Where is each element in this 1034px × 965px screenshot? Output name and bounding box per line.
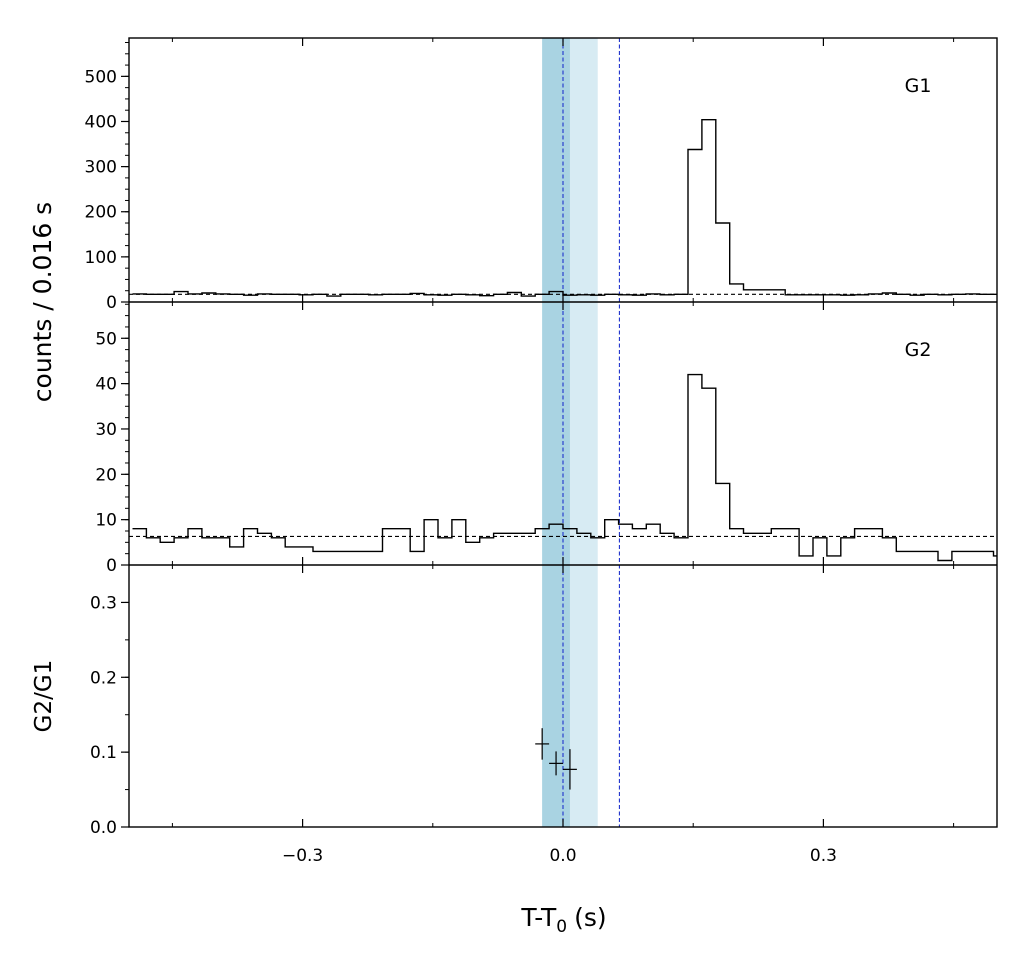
g1-label: G1 <box>905 75 932 97</box>
x-axis-title-main: T-T <box>520 903 557 932</box>
ratio-y-tick-label: 0.2 <box>90 668 117 688</box>
g2-y-tick-label: 20 <box>95 465 117 485</box>
x-axis-title: T-T0 (s) <box>520 903 606 937</box>
g1-y-tick-label: 500 <box>85 67 117 87</box>
highlight-regions <box>542 38 598 827</box>
g2-y-tick-label: 10 <box>95 511 117 531</box>
ratio-axis-label: G2/G1 <box>31 660 57 733</box>
x-tick-label: 0.3 <box>810 846 837 866</box>
ratio-point-0 <box>535 728 550 760</box>
g1-y-axis: 0 100 200 300 400 500 <box>85 42 129 313</box>
ratio-y-tick-label: 0.1 <box>90 743 117 763</box>
g1-y-tick-label: 300 <box>85 158 117 178</box>
x-axis-title-unit: (s) <box>574 903 607 932</box>
ratio-y-tick-label: 0.0 <box>90 818 117 838</box>
ratio-points <box>535 728 577 790</box>
x-tick-label: 0.0 <box>549 846 576 866</box>
g2-y-tick-label: 50 <box>95 329 117 349</box>
x-tick-label: −0.3 <box>282 846 323 866</box>
g1-histogram <box>132 119 997 297</box>
g2-label: G2 <box>905 339 932 361</box>
g1-y-tick-label: 200 <box>85 203 117 223</box>
g1-y-tick-label: 400 <box>85 112 117 132</box>
ratio-y-tick-label: 0.3 <box>90 593 117 613</box>
panel-ratio: 0.0 0.1 0.2 0.3 <box>90 564 577 838</box>
ratio-point-1 <box>549 751 563 776</box>
g1-y-tick-label: 100 <box>85 248 117 268</box>
x-axis-title-subscript: 0 <box>556 917 567 937</box>
ratio-point-2 <box>563 749 577 790</box>
shaded-region-1 <box>542 38 570 827</box>
g1-y-tick-label: 0 <box>106 293 117 313</box>
g2-y-tick-label: 30 <box>95 420 117 440</box>
panel-g1: 0 100 200 300 400 500 G1 <box>85 42 997 313</box>
g2-histogram <box>132 373 997 562</box>
counts-axis-label: counts / 0.016 s <box>28 202 57 402</box>
panel-g2: 0 10 20 30 40 50 G2 <box>95 303 997 576</box>
plot-frame <box>128 37 998 828</box>
g2-y-axis: 0 10 20 30 40 50 <box>95 303 129 576</box>
ratio-y-axis: 0.0 0.1 0.2 0.3 <box>90 564 129 838</box>
trigger-time-lines <box>562 38 620 827</box>
g2-y-tick-label: 40 <box>95 375 117 395</box>
g2-y-tick-label: 0 <box>106 556 117 576</box>
